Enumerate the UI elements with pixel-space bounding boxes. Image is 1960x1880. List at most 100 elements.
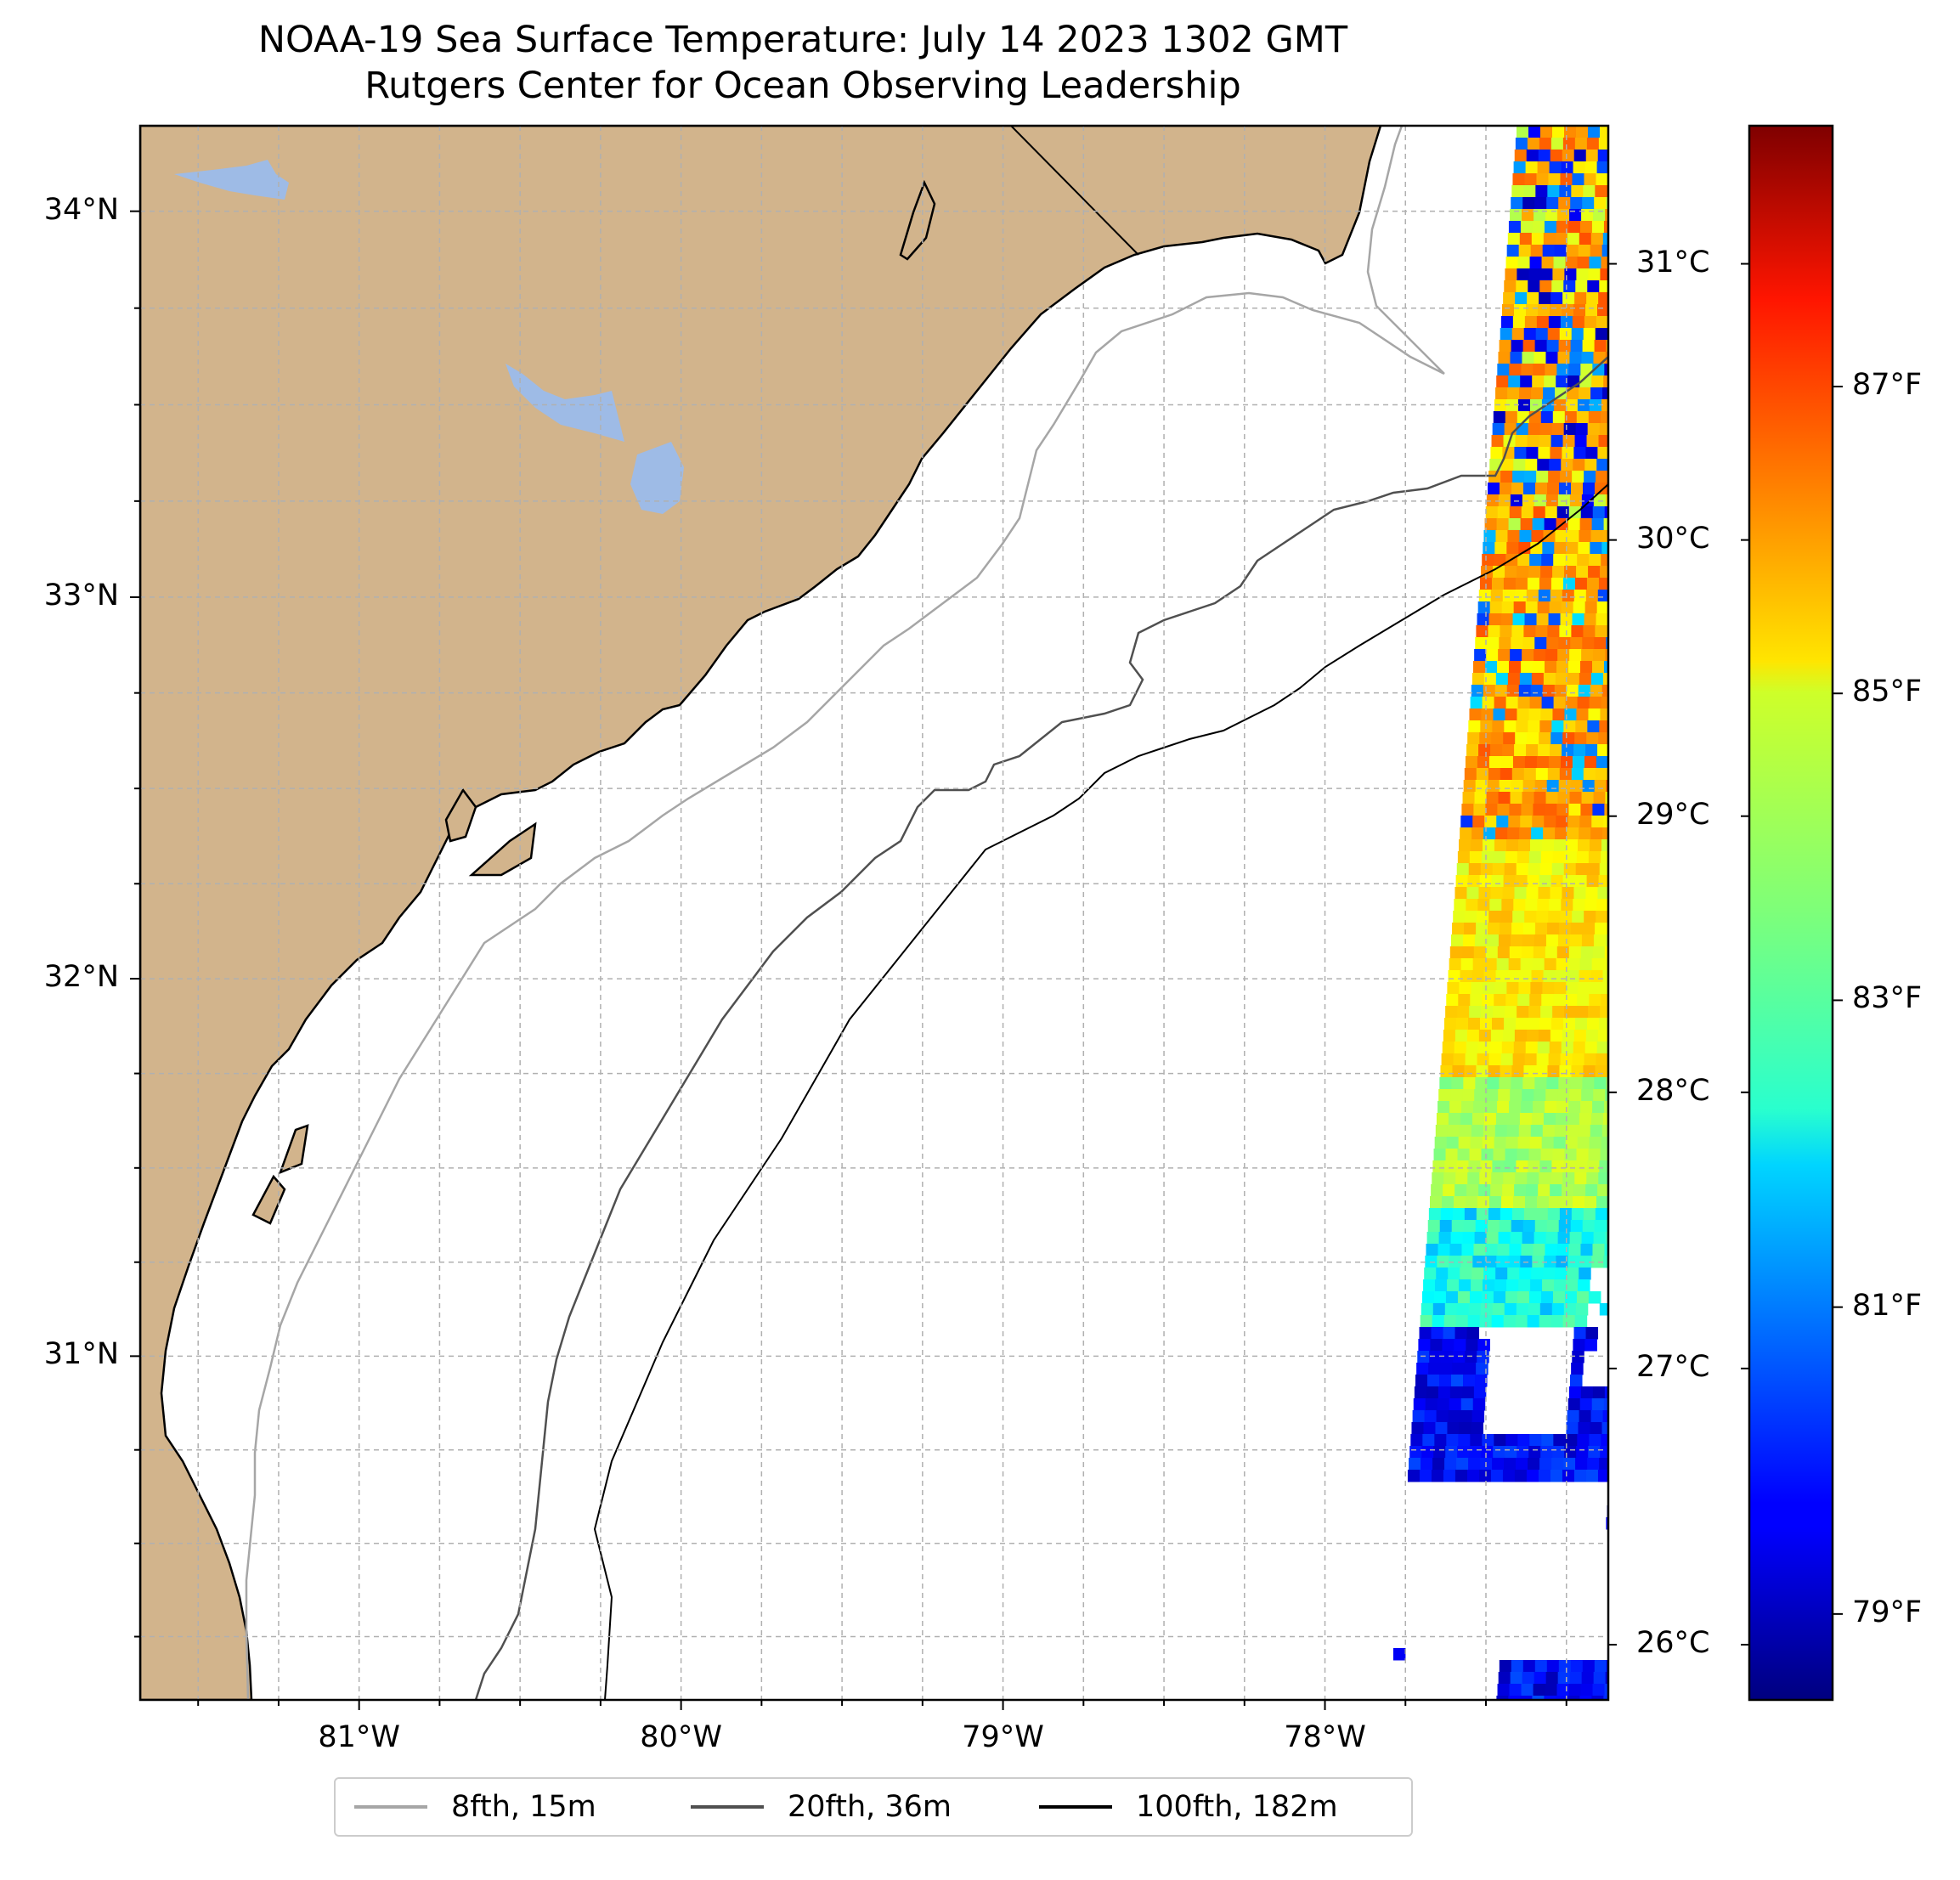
sst-cell (1462, 792, 1476, 805)
sst-cell (1550, 435, 1564, 448)
sst-cell (1567, 958, 1581, 971)
sst-cell (1605, 649, 1608, 662)
sst-cell (1522, 780, 1536, 793)
sst-cell (1501, 459, 1514, 471)
sst-cell (1552, 1006, 1565, 1019)
sst-cell (1545, 946, 1558, 959)
sst-cell (1577, 257, 1590, 269)
sst-cell (1494, 839, 1507, 852)
sst-cell (1488, 1208, 1501, 1221)
lat-tick-label: 33°N (43, 578, 119, 613)
sst-cell (1478, 1030, 1492, 1042)
sst-cell (1571, 923, 1584, 935)
sst-cell (1567, 1696, 1580, 1700)
sst-cell (1486, 1089, 1499, 1102)
sst-cell (1601, 982, 1608, 995)
sst-cell (1552, 411, 1566, 424)
sst-cell (1574, 138, 1588, 150)
sst-cell (1568, 1244, 1581, 1256)
sst-cell (1511, 1660, 1524, 1673)
sst-cell (1485, 661, 1498, 674)
sst-cell (1527, 435, 1540, 448)
sst-cell (1539, 578, 1552, 590)
sst-cell (1522, 340, 1536, 353)
sst-cell (1500, 625, 1512, 638)
sst-cell (1512, 613, 1526, 626)
sst-cell (1562, 138, 1576, 150)
sst-cell (1470, 1137, 1483, 1149)
sst-cell (1575, 423, 1589, 436)
sst-cell (1504, 280, 1517, 293)
sst-cell (1604, 1101, 1608, 1114)
sst-cell (1485, 804, 1498, 816)
sst-cell (1469, 851, 1483, 864)
sst-cell (1579, 387, 1591, 400)
sst-cell (1466, 1327, 1480, 1340)
sst-cell (1507, 1267, 1520, 1280)
sst-cell (1464, 923, 1477, 935)
sst-cell (1442, 1196, 1454, 1209)
sst-cell (1552, 1446, 1565, 1459)
sst-cell (1574, 292, 1587, 305)
sst-cell (1592, 804, 1605, 816)
sst-cell (1568, 1684, 1582, 1697)
sst-cell (1597, 887, 1608, 900)
sst-cell (1579, 673, 1592, 686)
sst-cell (1576, 709, 1589, 721)
sst-cell (1593, 792, 1607, 805)
sst-cell (1432, 1458, 1445, 1471)
sst-cell (1545, 804, 1557, 816)
chart-title: NOAA-19 Sea Surface Temperature: July 14… (257, 19, 1348, 61)
sst-cell (1534, 352, 1546, 364)
sst-cell (1520, 518, 1534, 531)
sst-cell (1449, 946, 1463, 959)
sst-cell (1590, 685, 1603, 697)
sst-cell (1605, 1089, 1608, 1102)
sst-cell (1523, 625, 1536, 638)
sst-cell (1586, 875, 1600, 888)
sst-cell (1591, 518, 1605, 531)
sst-cell (1580, 946, 1594, 959)
sst-cell (1607, 173, 1608, 186)
sst-cell (1519, 1113, 1533, 1126)
sst-cell (1566, 1125, 1579, 1138)
sst-cell (1528, 1303, 1541, 1316)
sst-cell (1556, 375, 1568, 388)
sst-cell (1595, 625, 1607, 638)
sst-cell (1532, 1696, 1545, 1700)
sst-cell (1560, 173, 1573, 186)
sst-cell (1572, 756, 1585, 769)
coastal-island (278, 1124, 309, 1175)
sst-cell (1551, 1458, 1564, 1471)
sst-cell (1559, 1065, 1572, 1078)
sst-cell (1526, 1470, 1539, 1482)
sst-cell (1500, 911, 1513, 923)
sst-cell (1563, 720, 1576, 733)
sst-cell (1477, 1351, 1489, 1363)
sst-cell (1531, 970, 1545, 983)
sst-cell (1473, 1244, 1486, 1256)
sst-cell (1603, 816, 1608, 828)
land-mainland (140, 126, 1382, 1700)
sst-cell (1460, 1113, 1473, 1126)
sst-cell (1511, 1077, 1523, 1090)
sst-cell (1471, 1422, 1483, 1435)
sst-cell (1511, 625, 1524, 638)
sst-cell (1596, 173, 1608, 186)
sst-cell (1562, 887, 1574, 900)
sst-cell (1588, 1006, 1601, 1019)
sst-cell (1550, 1030, 1563, 1042)
sst-cell (1517, 851, 1530, 864)
sst-cell (1441, 1053, 1454, 1066)
sst-cell (1481, 1149, 1494, 1161)
sst-cell (1487, 1220, 1500, 1233)
sst-cell (1439, 1220, 1453, 1233)
sst-cell (1581, 209, 1594, 222)
coastal-island (251, 1174, 286, 1225)
sst-cell (1567, 233, 1580, 246)
sst-cell (1590, 827, 1603, 840)
sst-cell (1462, 1232, 1476, 1245)
sst-cell (1581, 1089, 1594, 1102)
sst-cell (1576, 1291, 1590, 1304)
sst-cell (1507, 233, 1521, 246)
